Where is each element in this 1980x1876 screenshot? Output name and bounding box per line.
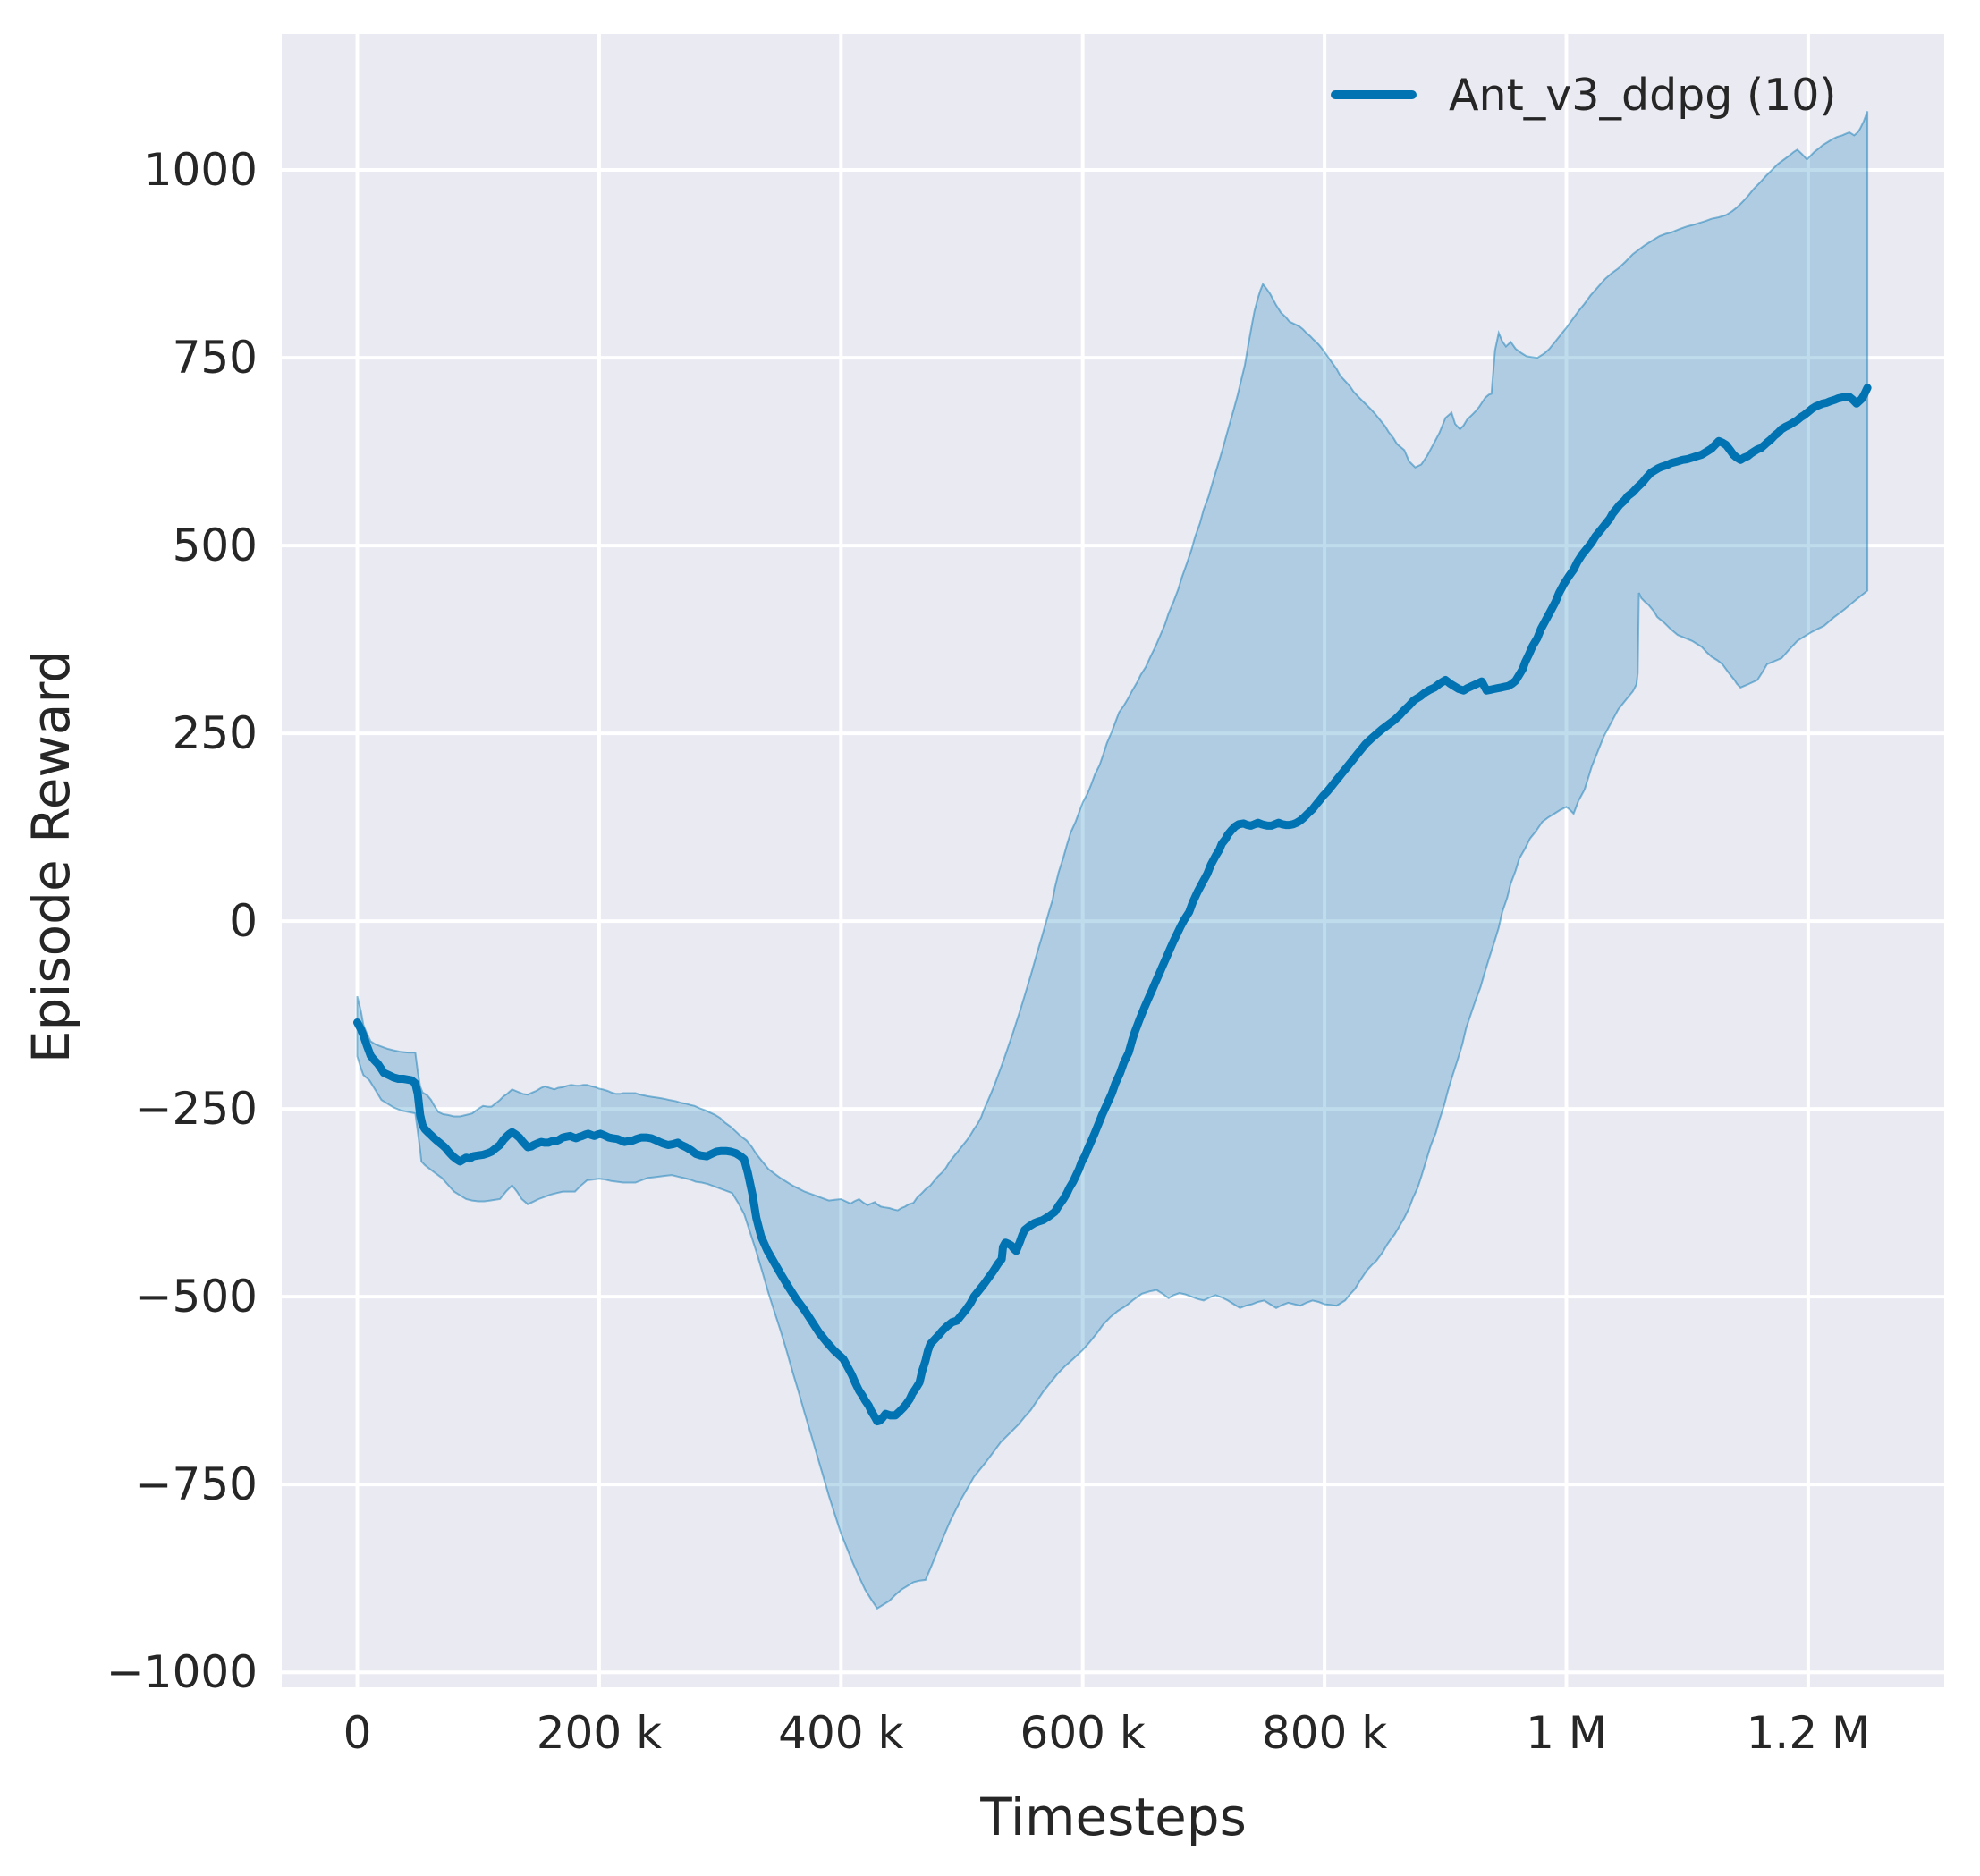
- y-tick-label: −750: [134, 1458, 258, 1511]
- y-tick-label: 1000: [143, 144, 258, 197]
- x-tick-label: 400 k: [778, 1707, 904, 1759]
- legend-label: Ant_v3_ddpg (10): [1449, 69, 1837, 121]
- y-tick-label: 0: [229, 895, 258, 948]
- plot-area: [282, 34, 1944, 1687]
- std-band: [356, 111, 1869, 1610]
- x-tick-label: 200 k: [536, 1707, 663, 1759]
- y-tick-label: 250: [172, 707, 258, 760]
- x-tick-label: 600 k: [1020, 1707, 1146, 1759]
- x-tick-label: 1.2 M: [1746, 1707, 1871, 1759]
- y-tick-label: 750: [172, 332, 258, 384]
- y-tick-label: −500: [134, 1271, 258, 1323]
- x-tick-label: 0: [343, 1707, 372, 1759]
- mean-line: [353, 384, 1872, 1426]
- x-axis-title: Timesteps: [980, 1787, 1247, 1847]
- legend-line-swatch: [1331, 90, 1417, 99]
- y-tick-label: 500: [172, 520, 258, 572]
- y-tick-label: −1000: [106, 1646, 258, 1699]
- y-tick-label: −250: [134, 1083, 258, 1136]
- x-tick-label: 1 M: [1526, 1707, 1607, 1759]
- x-tick-label: 800 k: [1261, 1707, 1388, 1759]
- legend: Ant_v3_ddpg (10): [1331, 64, 1837, 125]
